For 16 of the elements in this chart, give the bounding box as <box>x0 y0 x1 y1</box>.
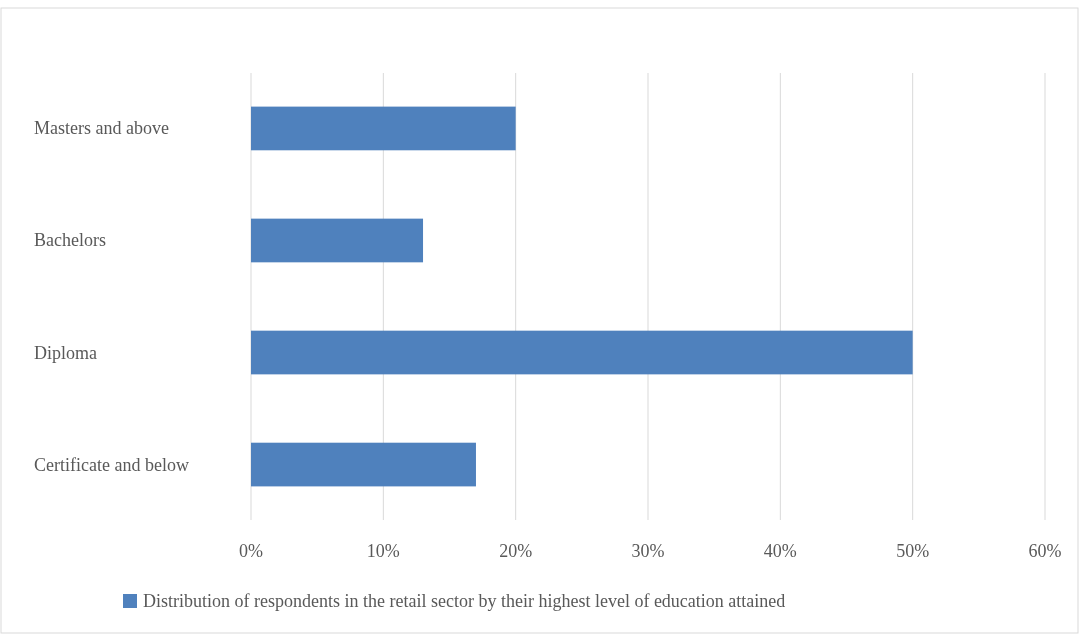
x-tick-label: 20% <box>499 541 533 561</box>
y-tick-label: Masters and above <box>34 118 169 139</box>
x-tick-label: 60% <box>1028 541 1062 561</box>
bar <box>251 442 476 487</box>
x-tick-label: 30% <box>631 541 665 561</box>
x-tick-label: 50% <box>896 541 930 561</box>
bar <box>251 106 516 151</box>
x-tick-label: 10% <box>366 541 400 561</box>
y-tick-label: Bachelors <box>34 230 106 251</box>
x-tick-label: 40% <box>763 541 797 561</box>
x-tick-label: 0% <box>239 541 263 561</box>
y-tick-label: Certificate and below <box>34 454 189 475</box>
legend-label: Distribution of respondents in the retail sector by their highest level of education attained <box>143 591 786 611</box>
bar <box>251 218 424 263</box>
bar <box>251 330 913 375</box>
y-tick-label: Diploma <box>34 342 97 363</box>
